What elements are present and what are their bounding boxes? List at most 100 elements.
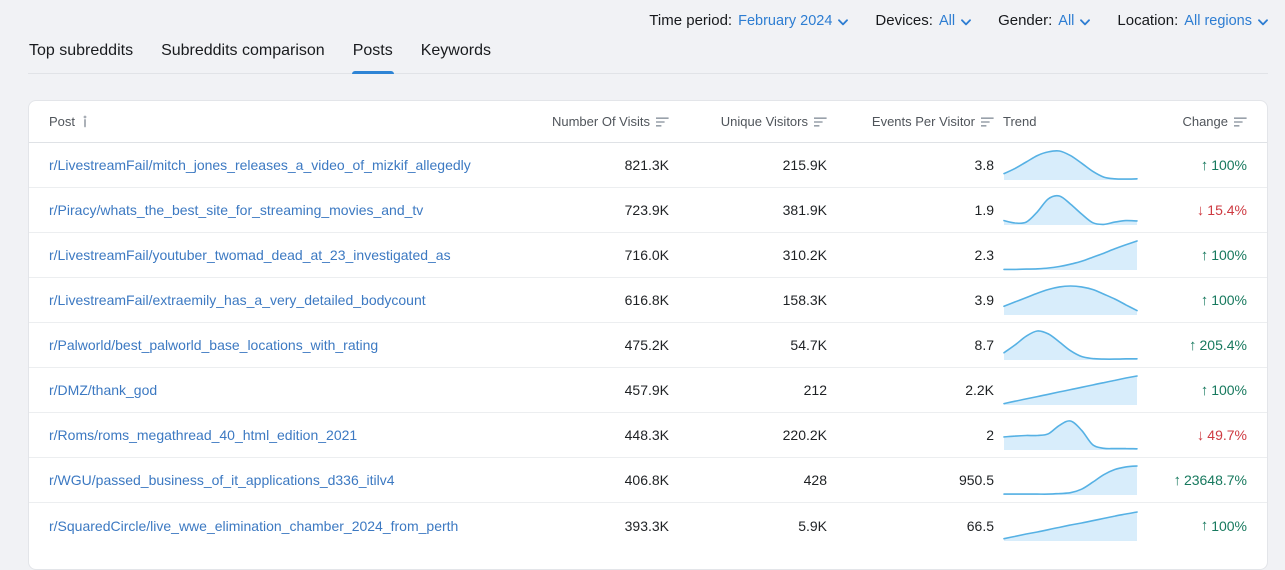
tab-keywords[interactable]: Keywords xyxy=(420,42,491,59)
change-cell: ↑ 23648.7% xyxy=(1149,472,1267,488)
column-header-events-per-visitor[interactable]: Events Per Visitor xyxy=(827,114,994,129)
visits-value: 723.9K xyxy=(624,202,669,218)
filter-label: Devices: xyxy=(875,12,933,29)
chevron-down-icon xyxy=(961,18,971,25)
filter-devices[interactable]: Devices: All xyxy=(875,12,971,29)
post-link[interactable]: r/DMZ/thank_god xyxy=(49,382,158,398)
filter-value[interactable]: All xyxy=(1058,12,1075,29)
change-percent: 100% xyxy=(1211,157,1247,173)
column-header-unique-visitors[interactable]: Unique Visitors xyxy=(669,114,827,129)
unique-visitors-value: 428 xyxy=(803,472,827,488)
chevron-down-icon xyxy=(1080,18,1091,25)
change-up-arrow-icon: ↑ xyxy=(1189,336,1197,354)
trend-sparkline xyxy=(994,283,1149,317)
column-label: Post xyxy=(49,114,76,129)
filter-value[interactable]: All xyxy=(938,12,956,29)
change-cell: ↑ 100% xyxy=(1149,157,1267,173)
table-row[interactable]: r/DMZ/thank_god 457.9K 212 2.2K ↑ 100% xyxy=(29,368,1267,413)
tab-subreddits-comparison[interactable]: Subreddits comparison xyxy=(161,42,325,59)
events-per-visitor-value: 3.8 xyxy=(974,157,994,173)
filter-gender[interactable]: Gender: All xyxy=(998,12,1091,29)
filter-value[interactable]: February 2024 xyxy=(738,12,833,29)
trend-sparkline xyxy=(994,463,1149,497)
change-down-arrow-icon: ↓ xyxy=(1196,426,1205,444)
change-percent: 100% xyxy=(1211,382,1247,398)
change-up-arrow-icon: ↑ xyxy=(1200,381,1209,399)
change-cell: ↑ 100% xyxy=(1149,382,1267,398)
table-row[interactable]: r/LivestreamFail/extraemily_has_a_very_d… xyxy=(29,278,1267,323)
events-per-visitor-value: 1.9 xyxy=(974,202,994,218)
column-header-post[interactable]: Post xyxy=(29,114,549,129)
chevron-down-icon xyxy=(838,18,849,25)
post-link[interactable]: r/LivestreamFail/extraemily_has_a_very_d… xyxy=(49,292,426,308)
sparkline-chart xyxy=(1003,330,1138,360)
column-label: Change xyxy=(1182,114,1228,129)
trend-sparkline xyxy=(994,373,1149,407)
visits-value: 448.3K xyxy=(624,427,669,443)
filters-bar: Time period: February 2024 Devices: All … xyxy=(0,0,1285,33)
unique-visitors-value: 215.9K xyxy=(782,157,827,173)
unique-visitors-value: 220.2K xyxy=(782,427,827,443)
post-link[interactable]: r/WGU/passed_business_of_it_applications… xyxy=(49,472,395,488)
sort-icon[interactable] xyxy=(656,116,669,127)
filter-value[interactable]: All regions xyxy=(1184,12,1252,29)
change-cell: ↓ 49.7% xyxy=(1149,427,1267,443)
sparkline-chart xyxy=(1003,240,1138,271)
unique-visitors-value: 212 xyxy=(803,382,827,398)
trend-sparkline xyxy=(994,193,1149,227)
unique-visitors-value: 158.3K xyxy=(782,292,827,308)
column-label: Events Per Visitor xyxy=(871,114,975,129)
table-row[interactable]: r/Roms/roms_megathread_40_html_edition_2… xyxy=(29,413,1267,458)
change-cell: ↑ 100% xyxy=(1149,518,1267,534)
column-label: Trend xyxy=(1003,114,1037,129)
post-link[interactable]: r/Piracy/whats_the_best_site_for_streami… xyxy=(49,202,424,218)
table-row[interactable]: r/Piracy/whats_the_best_site_for_streami… xyxy=(29,188,1267,233)
post-link[interactable]: r/LivestreamFail/mitch_jones_releases_a_… xyxy=(49,157,471,173)
sort-icon[interactable] xyxy=(981,116,994,127)
post-link[interactable]: r/LivestreamFail/youtuber_twomad_dead_at… xyxy=(49,247,451,263)
post-link[interactable]: r/SquaredCircle/live_wwe_elimination_cha… xyxy=(49,517,459,534)
events-per-visitor-value: 3.9 xyxy=(974,292,994,308)
visits-value: 457.9K xyxy=(624,382,669,398)
change-down-arrow-icon: ↓ xyxy=(1196,201,1205,219)
post-link[interactable]: r/Roms/roms_megathread_40_html_edition_2… xyxy=(49,427,358,443)
change-percent: 23648.7% xyxy=(1183,472,1247,488)
sort-icon[interactable] xyxy=(1234,116,1247,127)
table-row[interactable]: r/WGU/passed_business_of_it_applications… xyxy=(29,458,1267,503)
table-row[interactable]: r/SquaredCircle/live_wwe_elimination_cha… xyxy=(29,503,1267,548)
change-up-arrow-icon: ↑ xyxy=(1200,291,1209,309)
column-header-trend[interactable]: Trend xyxy=(994,114,1149,129)
filter-label: Gender: xyxy=(998,12,1053,29)
change-up-arrow-icon: ↑ xyxy=(1200,517,1209,534)
visits-value: 821.3K xyxy=(624,157,669,173)
tab-posts[interactable]: Posts xyxy=(351,36,394,74)
column-header-change[interactable]: Change xyxy=(1149,114,1267,129)
table-row[interactable]: r/Palworld/best_palworld_base_locations_… xyxy=(29,323,1267,368)
unique-visitors-value: 381.9K xyxy=(782,202,827,218)
post-link[interactable]: r/Palworld/best_palworld_base_locations_… xyxy=(49,337,379,353)
change-up-arrow-icon: ↑ xyxy=(1173,471,1181,489)
visits-value: 475.2K xyxy=(624,337,669,353)
tab-top-subreddits[interactable]: Top subreddits xyxy=(29,42,134,59)
trend-sparkline xyxy=(994,328,1149,362)
change-up-arrow-icon: ↑ xyxy=(1200,156,1209,174)
change-cell: ↑ 205.4% xyxy=(1149,337,1267,353)
column-header-number-of-visits[interactable]: Number Of Visits xyxy=(549,114,669,129)
change-percent: 100% xyxy=(1211,292,1247,308)
sparkline-chart xyxy=(1003,465,1138,495)
visits-value: 716.0K xyxy=(624,247,669,263)
filter-time-period[interactable]: Time period: February 2024 xyxy=(649,12,849,29)
trend-sparkline xyxy=(994,238,1149,272)
column-label: Unique Visitors xyxy=(720,114,808,129)
sort-icon[interactable] xyxy=(814,116,827,127)
trend-sparkline xyxy=(994,148,1149,182)
change-cell: ↑ 100% xyxy=(1149,247,1267,263)
table-row[interactable]: r/LivestreamFail/mitch_jones_releases_a_… xyxy=(29,143,1267,188)
sparkline-chart xyxy=(1003,510,1138,541)
table-row[interactable]: r/LivestreamFail/youtuber_twomad_dead_at… xyxy=(29,233,1267,278)
chevron-down-icon xyxy=(1258,18,1268,25)
filter-location[interactable]: Location: All regions xyxy=(1117,12,1268,29)
unique-visitors-value: 310.2K xyxy=(782,247,827,263)
trend-sparkline xyxy=(994,418,1149,452)
